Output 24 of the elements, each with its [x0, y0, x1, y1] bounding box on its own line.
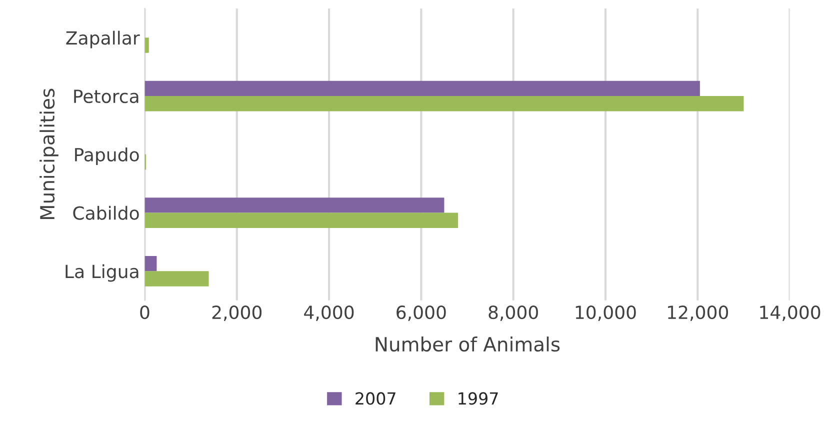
y-tick-label: Petorca: [74, 90, 138, 104]
y-tick-label: La Ligua: [66, 264, 138, 282]
x-tick-label: 0: [140, 306, 150, 320]
y-tick-label: Papudo: [75, 148, 139, 166]
y-tick-label: Cabildo: [73, 206, 139, 220]
bar: [144, 198, 444, 213]
bar: [144, 38, 149, 53]
bar: [144, 256, 157, 272]
x-axis-title: Number of Animals: [376, 336, 560, 352]
y-tick-label: Zapallar: [66, 30, 140, 48]
x-tick-label: 2,000: [212, 306, 262, 322]
y-axis-title: Municipalities: [40, 88, 58, 220]
bar: [144, 271, 209, 286]
x-tick-label: 12,000: [668, 306, 728, 322]
legend-label: 2007: [356, 392, 396, 405]
x-tick-label: 6,000: [396, 306, 446, 322]
x-tick-label: 14,000: [760, 306, 820, 322]
x-tick-label: 8,000: [488, 306, 538, 322]
x-tick-label: 10,000: [576, 306, 636, 322]
legend-label: 1997: [458, 392, 498, 405]
bar: [144, 80, 700, 96]
bar: [144, 212, 458, 228]
bar: [144, 96, 744, 112]
x-tick-label: 4,000: [304, 306, 354, 322]
